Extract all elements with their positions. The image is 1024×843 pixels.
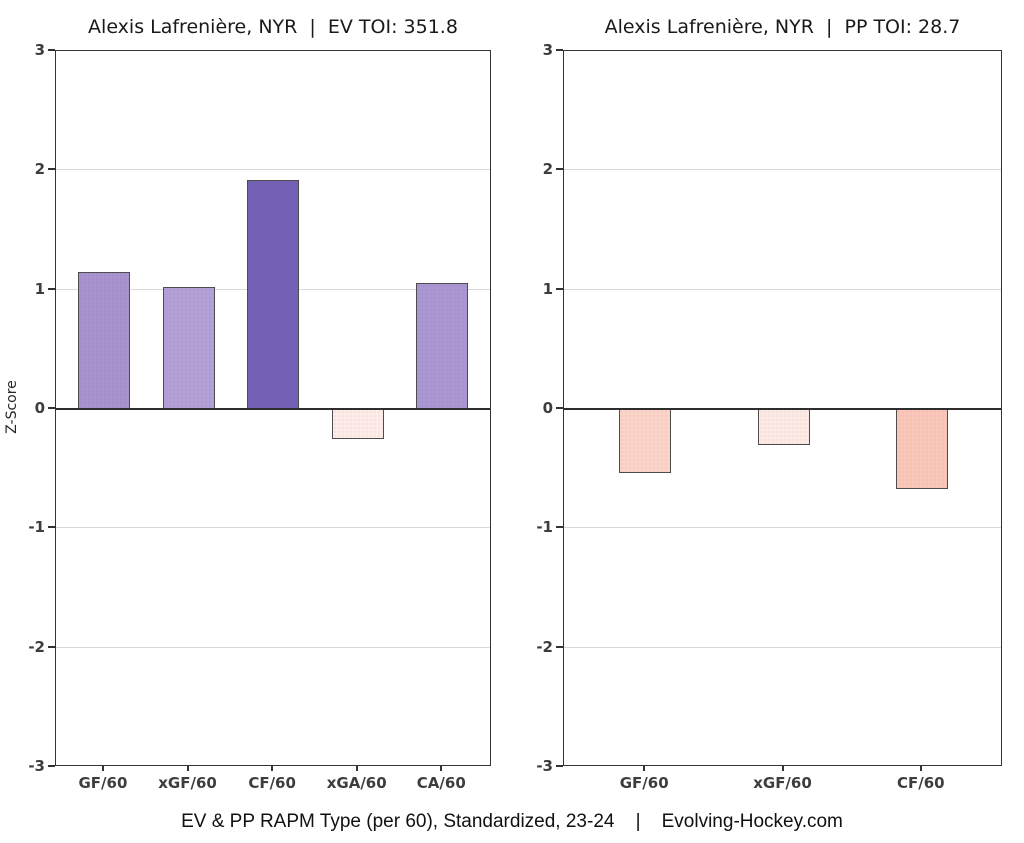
bar-cf-60 (247, 179, 300, 409)
y-tick-mark (48, 407, 55, 409)
y-tick-mark (48, 49, 55, 51)
bar-xgf-60 (162, 287, 215, 409)
y-tick-label-1: 1 (34, 279, 45, 298)
gridline-y-2 (564, 646, 1001, 648)
x-tick-label-gf-60: GF/60 (619, 774, 669, 792)
y-tick-mark (556, 168, 563, 171)
y-tick-mark (48, 765, 55, 767)
gridline-y-2 (56, 646, 490, 648)
gridline-y1 (564, 288, 1001, 290)
y-tick-mark (48, 168, 55, 171)
right-chart-title: Alexis Lafrenière, NYR | PP TOI: 28.7 (604, 16, 961, 38)
bar-cf-60 (895, 409, 948, 489)
x-tick-label-xga-60: xGA/60 (326, 774, 387, 792)
y-tick-label--3: -3 (536, 757, 553, 775)
footer-caption: EV & PP RAPM Type (per 60), Standardized… (181, 811, 843, 832)
y-tick-mark (556, 526, 563, 529)
y-tick-mark (556, 407, 563, 409)
y-tick-mark (556, 645, 563, 648)
zero-line (56, 408, 490, 410)
x-tick-label-ca-60: CA/60 (416, 774, 466, 792)
gridline-y2 (564, 169, 1001, 171)
y-tick-label-1: 1 (542, 279, 553, 298)
y-tick-label-2: 2 (34, 160, 45, 179)
bar-ca-60 (416, 282, 469, 409)
y-tick-mark (48, 645, 55, 648)
x-tick-mark (355, 766, 358, 771)
x-tick-mark (271, 766, 274, 771)
x-tick-label-xgf-60: xGF/60 (753, 774, 812, 792)
x-tick-label-gf-60: GF/60 (78, 774, 128, 792)
y-tick-label-3: 3 (34, 41, 45, 59)
y-tick-label-3: 3 (542, 41, 553, 59)
bar-gf-60 (77, 271, 130, 409)
gridline-y2 (56, 169, 490, 171)
zero-line (564, 408, 1001, 410)
x-tick-mark (919, 766, 922, 771)
y-tick-mark (556, 49, 563, 51)
y-tick-mark (556, 287, 563, 290)
left-plot-area (55, 50, 491, 766)
y-tick-label--2: -2 (536, 637, 553, 656)
left-chart-title: Alexis Lafrenière, NYR | EV TOI: 351.8 (88, 16, 458, 38)
gridline-y-1 (56, 527, 490, 529)
right-plot-area (563, 50, 1002, 766)
gridline-y-1 (564, 527, 1001, 529)
bar-xgf-60 (757, 409, 810, 445)
y-tick-mark (48, 526, 55, 529)
y-tick-label--1: -1 (536, 518, 553, 537)
x-tick-label-xgf-60: xGF/60 (158, 774, 217, 792)
x-tick-mark (781, 766, 784, 771)
y-tick-mark (48, 287, 55, 290)
y-tick-label-0: 0 (542, 399, 553, 417)
x-tick-mark (186, 766, 189, 771)
y-tick-label--1: -1 (28, 518, 45, 537)
bar-xga-60 (331, 409, 384, 439)
y-tick-label-0: 0 (34, 399, 45, 417)
x-tick-label-cf-60: CF/60 (896, 774, 945, 792)
x-tick-mark (643, 766, 646, 771)
y-tick-mark (556, 765, 563, 767)
bar-gf-60 (619, 409, 672, 474)
y-tick-label--2: -2 (28, 637, 45, 656)
x-tick-mark (440, 766, 443, 771)
y-tick-label--3: -3 (28, 757, 45, 775)
y-tick-label-2: 2 (542, 160, 553, 179)
x-tick-mark (101, 766, 104, 771)
x-tick-label-cf-60: CF/60 (248, 774, 296, 792)
